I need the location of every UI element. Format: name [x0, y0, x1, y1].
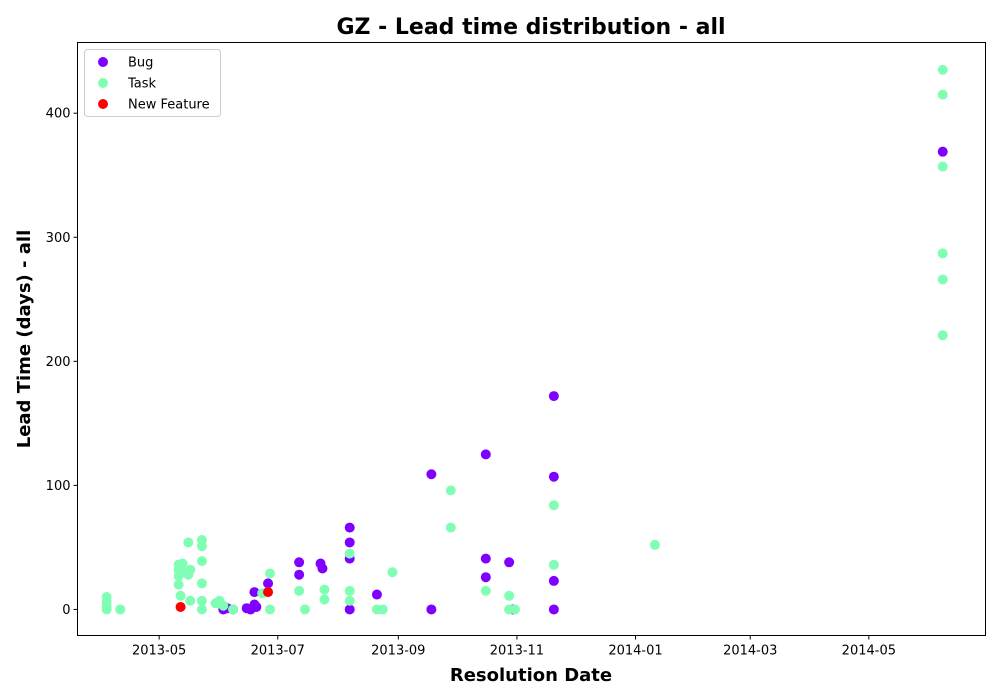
bug-point [548, 604, 559, 615]
legend-label-new-feature: New Feature [128, 98, 210, 113]
task-point [504, 590, 515, 601]
task-point [548, 500, 559, 511]
legend-box [84, 49, 221, 117]
task-point [218, 600, 229, 611]
task-point [649, 539, 660, 550]
task-point [101, 604, 112, 615]
task-point [228, 604, 239, 615]
task-point [937, 64, 948, 75]
data-points [101, 64, 948, 615]
legend-marker-new-feature [98, 99, 108, 109]
task-point [937, 274, 948, 285]
task-point [196, 595, 207, 606]
task-point [175, 590, 186, 601]
bug-point [251, 601, 262, 612]
task-point [937, 248, 948, 259]
task-point [185, 595, 196, 606]
legend: Bug Task New Feature [84, 49, 221, 117]
x-tick-label: 2013-09 [371, 644, 425, 659]
task-point [344, 595, 355, 606]
task-point [196, 578, 207, 589]
x-tick-label: 2014-01 [608, 644, 662, 659]
x-tick-label: 2014-05 [842, 644, 896, 659]
y-tick-label: 100 [46, 479, 71, 494]
task-point [177, 558, 188, 569]
task-point [173, 579, 184, 590]
bug-point [344, 537, 355, 548]
bug-point [317, 563, 328, 574]
bug-point [344, 604, 355, 615]
task-point [937, 161, 948, 172]
bug-point [937, 146, 948, 157]
task-point [480, 585, 491, 596]
bug-point [263, 578, 274, 589]
legend-label-bug: Bug [128, 56, 153, 71]
bug-point [426, 604, 437, 615]
task-point [196, 604, 207, 615]
task-point [509, 604, 520, 615]
bug-point [480, 553, 491, 564]
task-point [548, 559, 559, 570]
task-point [294, 585, 305, 596]
legend-marker-task [98, 78, 108, 88]
y-axis: 0 100 200 300 400 [46, 107, 78, 618]
task-point [344, 585, 355, 596]
task-point [196, 541, 207, 552]
x-tick-label: 2013-11 [490, 644, 544, 659]
bug-point [548, 575, 559, 586]
x-tick-label: 2013-05 [132, 644, 186, 659]
task-point [937, 330, 948, 341]
bug-point [371, 589, 382, 600]
y-tick-label: 0 [62, 603, 70, 618]
task-point [344, 548, 355, 559]
task-point [264, 604, 275, 615]
x-tick-label: 2013-07 [251, 644, 305, 659]
task-point [185, 564, 196, 575]
task-point [196, 556, 207, 567]
bug-point [294, 569, 305, 580]
task-point [377, 604, 388, 615]
x-tick-label: 2014-03 [723, 644, 777, 659]
chart-title: GZ - Lead time distribution - all [336, 15, 725, 40]
bug-point [504, 557, 515, 568]
task-point [264, 568, 275, 579]
bug-point [249, 587, 260, 598]
task-point [115, 604, 126, 615]
bug-point [294, 557, 305, 568]
task-point [387, 567, 398, 578]
bug-point [344, 522, 355, 533]
y-tick-label: 200 [46, 355, 71, 370]
task-point [445, 485, 456, 496]
task-point [937, 89, 948, 100]
y-axis-label: Lead Time (days) - all [14, 230, 35, 449]
y-tick-label: 400 [46, 107, 71, 122]
task-point [445, 522, 456, 533]
bug-point [548, 471, 559, 482]
bug-point [480, 572, 491, 583]
task-point [183, 537, 194, 548]
new-feature-point [175, 601, 186, 612]
bug-point [426, 469, 437, 480]
legend-marker-bug [98, 57, 108, 67]
new-feature-point [263, 587, 274, 598]
bug-point [548, 391, 559, 402]
x-axis-label: Resolution Date [450, 665, 612, 686]
plot-area [77, 42, 986, 636]
task-point [319, 584, 330, 595]
bug-point [480, 449, 491, 460]
legend-label-task: Task [127, 77, 157, 92]
y-tick-label: 300 [46, 231, 71, 246]
plot-frame [77, 42, 986, 636]
task-point [299, 604, 310, 615]
x-axis: 2013-05 2013-07 2013-09 2013-11 2014-01 2014-… [132, 635, 896, 659]
task-point [319, 594, 330, 605]
